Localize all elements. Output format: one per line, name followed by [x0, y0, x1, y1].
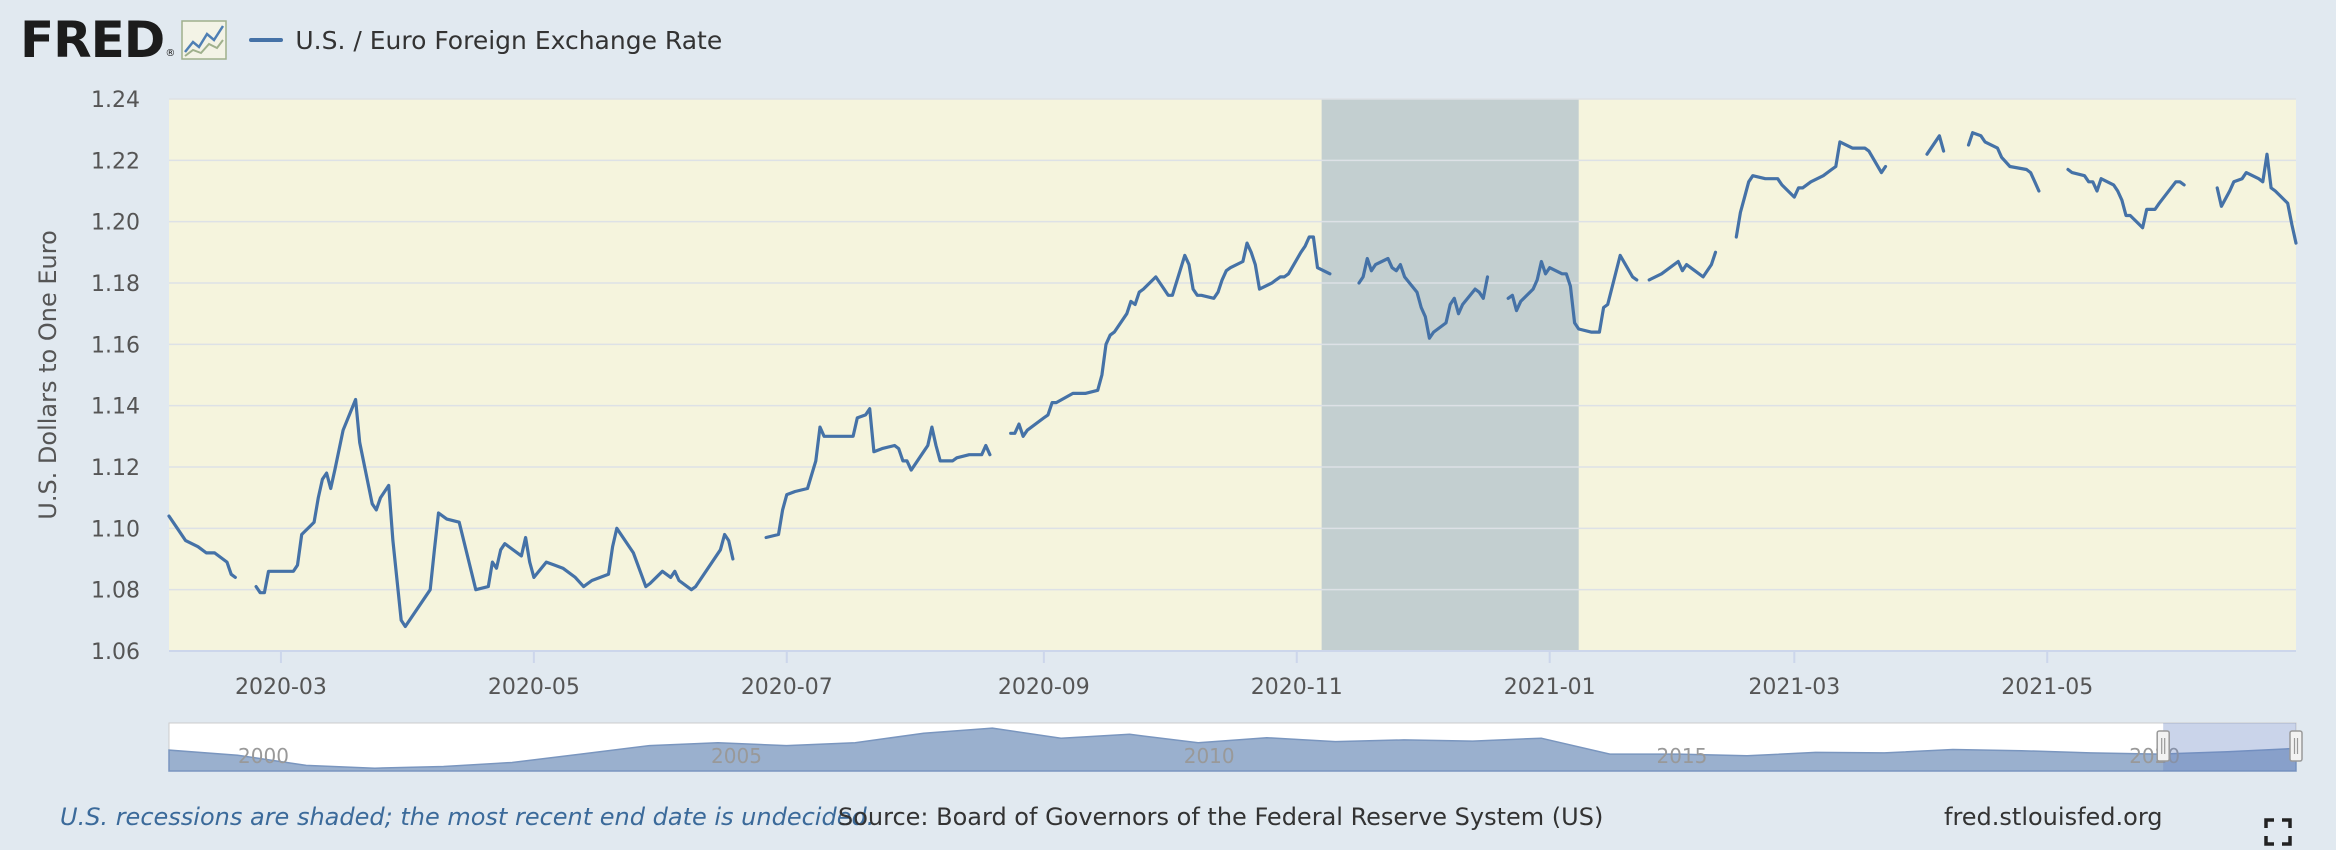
y-tick-label: 1.14 [91, 395, 140, 420]
chart-line-icon [181, 20, 228, 60]
x-tick-label: 2021-01 [1504, 675, 1596, 700]
series-line-segment [1506, 253, 1639, 334]
navigator-year-label: 2010 [1184, 744, 1235, 768]
fred-logo[interactable]: FRED ® [20, 11, 228, 69]
navigator-selected-range [2163, 723, 2296, 771]
x-tick-label: 2020-05 [488, 675, 580, 700]
series-line-segment [2066, 167, 2186, 230]
x-tick-label: 2021-03 [1748, 675, 1840, 700]
y-tick-label: 1.16 [91, 333, 140, 358]
x-axis: 2020-03 2020-05 2020-07 2020-09 2020-11 2021-… [169, 650, 2296, 700]
navigator-left-handle[interactable] [2156, 730, 2170, 762]
chart-header: FRED ® U.S. / Euro Foreign Exchange Rate [20, 10, 722, 70]
x-tick-label: 2021-05 [2001, 675, 2093, 700]
x-tick-label: 2020-09 [998, 675, 1090, 700]
series-line-segment [1357, 256, 1490, 340]
series-line-segment [764, 407, 992, 540]
y-tick-label: 1.08 [91, 579, 140, 604]
series-line-segment [2215, 152, 2298, 245]
navigator-year-label: 2005 [711, 744, 762, 768]
chart-legend[interactable]: U.S. / Euro Foreign Exchange Rate [249, 26, 722, 55]
navigator-area [168, 727, 2297, 772]
logo-text: FRED [20, 11, 165, 69]
y-tick-label: 1.10 [91, 517, 140, 542]
y-tick-label: 1.06 [91, 640, 140, 665]
x-tick-label: 2020-03 [235, 675, 327, 700]
recession-note: U.S. recessions are shaded; the most rec… [60, 803, 875, 831]
series-line-segment [1647, 250, 1718, 282]
series-line-segment [1925, 134, 1946, 156]
legend-series-label: U.S. / Euro Foreign Exchange Rate [295, 25, 723, 55]
legend-swatch [249, 38, 284, 42]
source-text: Source: Board of Governors of the Federa… [838, 803, 1604, 831]
navigator-year-label: 2015 [1656, 744, 1707, 768]
recession-band [1321, 99, 1579, 651]
y-tick-label: 1.18 [91, 272, 140, 297]
y-axis: 1.06 1.08 1.10 1.12 1.14 1.16 1.18 1.20 1.22 1.24 [91, 88, 140, 665]
fullscreen-icon[interactable] [2264, 818, 2292, 846]
navigator-right-handle[interactable] [2289, 730, 2303, 762]
x-tick-label: 2020-07 [741, 675, 833, 700]
y-tick-label: 1.22 [91, 149, 140, 174]
navigator-year-label: 2000 [238, 744, 289, 768]
navigator-year-label: 2020 [2129, 744, 2180, 768]
site-url-link[interactable]: fred.stlouisfed.org [1944, 803, 2163, 831]
y-axis-label: U.S. Dollars to One Euro [34, 230, 62, 520]
line-chart[interactable]: 1.06 1.08 1.10 1.12 1.14 1.16 1.18 1.20 1.22 1.24… [0, 0, 2336, 790]
handle-grip [2156, 730, 2170, 762]
series-line-segment [1966, 131, 2041, 193]
handle-grip [2289, 730, 2303, 762]
range-navigator[interactable]: 2000 2005 2010 2015 2020 [168, 722, 2303, 772]
x-tick-label: 2020-11 [1251, 675, 1343, 700]
y-tick-label: 1.20 [91, 211, 140, 236]
y-tick-label: 1.12 [91, 456, 140, 481]
series-line-segment [1734, 140, 1888, 239]
series-line-segment [1009, 235, 1332, 438]
series-line-segment [254, 397, 735, 629]
y-tick-label: 1.24 [91, 88, 140, 113]
plot-background [169, 99, 2296, 651]
series-lines [167, 131, 2298, 629]
logo-registered-mark: ® [165, 48, 176, 59]
series-line-segment [167, 514, 237, 580]
